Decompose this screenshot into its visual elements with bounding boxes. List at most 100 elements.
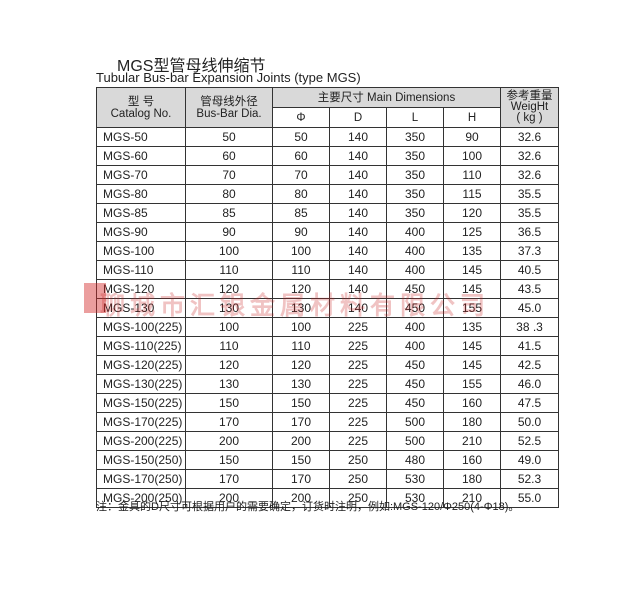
l-cell: 350 (386, 184, 444, 204)
diameter-cell: 150 (185, 393, 273, 413)
l-cell: 480 (386, 450, 444, 470)
page-title: MGS型管母线伸缩节 (117, 58, 266, 75)
h-cell: 160 (443, 450, 501, 470)
phi-cell: 70 (272, 165, 330, 185)
diameter-cell: 200 (185, 431, 273, 451)
table-row: MGS-130 130 130 140 450 155 45.0 (96, 298, 559, 318)
phi-cell: 50 (272, 127, 330, 147)
h-cell: 155 (443, 298, 501, 318)
spec-table: 型 号 Catalog No. 管母线外径 Bus-Bar Dia. 主要尺寸 … (96, 87, 559, 508)
weight-cell: 32.6 (500, 165, 559, 185)
diameter-cell: 120 (185, 279, 273, 299)
table-row: MGS-150(250) 150 150 250 480 160 49.0 (96, 450, 559, 470)
phi-cell: 110 (272, 336, 330, 356)
weight-cell: 35.5 (500, 184, 559, 204)
d-cell: 225 (329, 317, 387, 337)
weight-cell: 46.0 (500, 374, 559, 394)
watermark-logo (84, 283, 106, 313)
phi-cell: 120 (272, 279, 330, 299)
table-row: MGS-50 50 50 140 350 90 32.6 (96, 127, 559, 147)
phi-cell: 120 (272, 355, 330, 375)
d-cell: 225 (329, 393, 387, 413)
weight-cell: 52.5 (500, 431, 559, 451)
weight-cell: 55.0 (500, 488, 559, 508)
catalog-cell: MGS-130 (96, 298, 186, 318)
l-cell: 500 (386, 431, 444, 451)
catalog-cell: MGS-100 (96, 241, 186, 261)
phi-cell: 85 (272, 203, 330, 223)
l-cell: 400 (386, 260, 444, 280)
d-cell: 140 (329, 298, 387, 318)
catalog-cell: MGS-85 (96, 203, 186, 223)
catalog-cell: MGS-80 (96, 184, 186, 204)
h-cell: 145 (443, 336, 501, 356)
weight-cell: 32.6 (500, 127, 559, 147)
l-cell: 450 (386, 298, 444, 318)
h-cell: 90 (443, 127, 501, 147)
header-l: L (386, 107, 444, 128)
catalog-cell: MGS-120(225) (96, 355, 186, 375)
diameter-cell: 170 (185, 469, 273, 489)
table-row: MGS-110(225) 110 110 225 400 145 41.5 (96, 336, 559, 356)
d-cell: 225 (329, 374, 387, 394)
phi-cell: 130 (272, 298, 330, 318)
l-cell: 530 (386, 469, 444, 489)
diameter-cell: 90 (185, 222, 273, 242)
header-weight: 参考重量 WeigHt ( kg ) (500, 87, 559, 128)
d-cell: 250 (329, 450, 387, 470)
table-row: MGS-85 85 85 140 350 120 35.5 (96, 203, 559, 223)
footnote: 注：金具的D尺寸可根据用户的需要确定，订货时注明，例如:MGS-120/Φ250… (96, 501, 520, 513)
header-diameter: 管母线外径 Bus-Bar Dia. (185, 87, 273, 128)
phi-cell: 200 (272, 431, 330, 451)
header-main-dimensions: 主要尺寸 Main Dimensions (272, 87, 501, 108)
phi-cell: 100 (272, 317, 330, 337)
h-cell: 100 (443, 146, 501, 166)
catalog-cell: MGS-170(250) (96, 469, 186, 489)
d-cell: 250 (329, 469, 387, 489)
d-cell: 250 (329, 488, 387, 508)
d-cell: 140 (329, 241, 387, 261)
h-cell: 210 (443, 488, 501, 508)
phi-cell: 90 (272, 222, 330, 242)
weight-cell: 38 .3 (500, 317, 559, 337)
h-cell: 180 (443, 469, 501, 489)
diameter-cell: 150 (185, 450, 273, 470)
l-cell: 400 (386, 317, 444, 337)
catalog-cell: MGS-100(225) (96, 317, 186, 337)
weight-cell: 47.5 (500, 393, 559, 413)
l-cell: 500 (386, 412, 444, 432)
catalog-cell: MGS-110 (96, 260, 186, 280)
h-cell: 115 (443, 184, 501, 204)
phi-cell: 150 (272, 393, 330, 413)
h-cell: 210 (443, 431, 501, 451)
diameter-cell: 60 (185, 146, 273, 166)
d-cell: 140 (329, 260, 387, 280)
diameter-cell: 200 (185, 488, 273, 508)
weight-cell: 32.6 (500, 146, 559, 166)
weight-cell: 41.5 (500, 336, 559, 356)
table-row: MGS-100(225) 100 100 225 400 135 38 .3 (96, 317, 559, 337)
diameter-cell: 85 (185, 203, 273, 223)
table-row: MGS-90 90 90 140 400 125 36.5 (96, 222, 559, 242)
phi-cell: 80 (272, 184, 330, 204)
diameter-cell: 170 (185, 412, 273, 432)
header-h: H (443, 107, 501, 128)
phi-cell: 170 (272, 469, 330, 489)
d-cell: 140 (329, 203, 387, 223)
h-cell: 125 (443, 222, 501, 242)
catalog-cell: MGS-200(250) (96, 488, 186, 508)
l-cell: 450 (386, 355, 444, 375)
phi-cell: 110 (272, 260, 330, 280)
h-cell: 145 (443, 260, 501, 280)
l-cell: 400 (386, 222, 444, 242)
weight-cell: 35.5 (500, 203, 559, 223)
l-cell: 450 (386, 393, 444, 413)
weight-cell: 52.3 (500, 469, 559, 489)
diameter-cell: 80 (185, 184, 273, 204)
diameter-cell: 130 (185, 374, 273, 394)
diameter-cell: 110 (185, 336, 273, 356)
d-cell: 140 (329, 222, 387, 242)
d-cell: 225 (329, 431, 387, 451)
table-row: MGS-150(225) 150 150 225 450 160 47.5 (96, 393, 559, 413)
table-row: MGS-120 120 120 140 450 145 43.5 (96, 279, 559, 299)
